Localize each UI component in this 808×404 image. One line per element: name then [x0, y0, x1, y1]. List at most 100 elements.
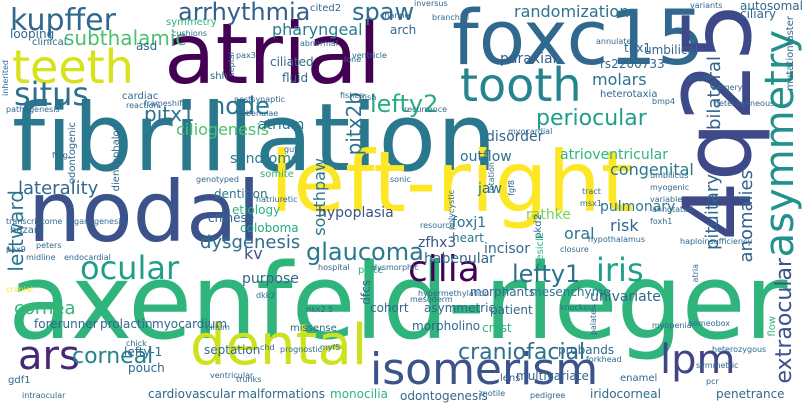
word-atrial: atrial [164, 5, 382, 103]
word-pulmonary: pulmonary [600, 199, 676, 215]
word-variable: variable [650, 195, 683, 204]
word-midline: midline [26, 253, 56, 262]
word-craniofacial: craniofacial [458, 340, 586, 365]
word-homeobox: homeobox [688, 319, 731, 328]
word-postsynaptic: postsynaptic [234, 95, 285, 104]
word-lefty2: lefty2 [370, 90, 439, 118]
word-zfhx3: zfhx3 [418, 235, 457, 251]
word-southpaw: southpaw [310, 158, 329, 236]
word-pedigree: pedigree [530, 391, 566, 400]
word-missense: missense [290, 323, 337, 334]
word-motile: motile [480, 389, 506, 398]
word-frog: frog [52, 151, 68, 160]
word-hazard: hazard [10, 225, 45, 236]
word-pharyngeal: pharyngeal [272, 20, 363, 39]
word-univariate: univariate [590, 289, 661, 305]
word-paraxial: paraxial [500, 51, 557, 67]
word-isomerism: isomerism [370, 344, 599, 395]
word-organogenesis: organogenesis [66, 217, 125, 226]
word-pitx2b: pitx2b [342, 92, 366, 156]
word-angle: angle [688, 73, 711, 82]
word-cardiac: cardiac [122, 91, 159, 102]
word-atrium: atrium [258, 117, 305, 133]
word-purpose: purpose [242, 271, 299, 287]
word-habenular: habenular [424, 251, 495, 267]
word-lens: lens [500, 373, 521, 384]
word-lone: lone [344, 55, 362, 64]
word-habenulae: habenulae [236, 109, 279, 118]
word-ciliary: ciliary [740, 7, 776, 21]
word-septal: septal [227, 52, 236, 77]
word-ventricle: ventricle [352, 51, 387, 60]
word-atria: atria [691, 264, 700, 283]
word-ocular: ocular [80, 249, 180, 287]
word-asd: asd [136, 39, 158, 53]
word-tbx1: tbx1 [624, 41, 652, 55]
word-glaucoma: glaucoma [306, 238, 424, 266]
word-genotyped: genotyped [196, 175, 239, 184]
word-malformations: malformations [238, 387, 325, 401]
word-cited2: cited2 [310, 3, 342, 14]
word-closure: closure [560, 245, 589, 254]
word-myocardial: myocardial [508, 127, 553, 136]
word-pitx1: pitx1 [144, 102, 195, 126]
word-somite: somite [260, 169, 294, 180]
word-flow: flow [767, 316, 778, 337]
word-pouch: pouch [128, 361, 165, 375]
word-endocardial: endocardial [64, 253, 111, 262]
word-septation: septation [204, 343, 261, 357]
word-morpholino: morpholino [412, 319, 481, 333]
word-annotated: annotated [652, 205, 694, 214]
word-ciliated: ciliated [270, 55, 314, 69]
word-arch: arch [390, 23, 417, 37]
word-left-right: left-right [270, 133, 634, 231]
word-penetrance: penetrance [716, 387, 785, 401]
word-heterotaxia: heterotaxia [600, 89, 658, 100]
word-ars: ars [18, 333, 80, 379]
word-polycystic: polycystic [447, 190, 456, 230]
word-nodal: nodal [28, 163, 261, 261]
word-myocardium: myocardium [152, 317, 228, 331]
word-trunks: trunks [236, 375, 262, 384]
word-laterality: laterality [18, 178, 99, 199]
word-shh: shh [210, 71, 228, 82]
word-corneal: corneal [72, 344, 154, 369]
word-patient: patient [490, 303, 533, 317]
word-rs2200733: rs2200733 [600, 57, 665, 71]
word-syndrome: syndrome [230, 151, 300, 167]
word-rotation: rotation [487, 162, 496, 194]
word-subthalamic: subthalamic [64, 26, 187, 50]
word-iris: iris [596, 251, 644, 289]
word-channel: channel [380, 11, 412, 20]
word-oral: oral [564, 224, 595, 243]
word-risk: risk [610, 216, 639, 235]
word-reaction: reaction [126, 101, 159, 110]
word-prolactin: prolactin [100, 317, 153, 331]
word-teeth: teeth [12, 40, 134, 94]
word-frameshift: frameshift [144, 99, 185, 108]
word-cushions: cushions [172, 29, 208, 38]
word-dkk2: dkk2 [256, 291, 276, 300]
word-anomalies: anomalies [736, 170, 757, 263]
word-transcriptome: transcriptome [6, 217, 63, 226]
word-branchial: branchial [432, 13, 470, 22]
word-variants: variants [690, 1, 723, 10]
word-msx1: msx1 [580, 199, 602, 208]
word-fluid: fluid [282, 71, 309, 85]
word-foxh1: foxh1 [650, 217, 673, 226]
word-chd: chd [260, 343, 275, 352]
word-recurrence: recurrence [404, 105, 448, 114]
word-cohort: cohort [370, 301, 409, 315]
word-ventricular: ventricular [210, 371, 254, 380]
word-dysmorphic: dysmorphic [372, 263, 419, 272]
word-axenfeld-rieger: axenfeld-rieger [8, 241, 787, 363]
word-abnormal: abnormal [300, 39, 339, 48]
word-monocilia: monocilia [330, 387, 388, 401]
word-dentition: dentition [214, 187, 268, 201]
word-plate: plate [358, 265, 384, 276]
word-bmp4: bmp4 [652, 97, 676, 106]
word-knockout: knockout [560, 303, 597, 312]
word-natriuretic: natriuretic [256, 195, 298, 204]
word-congenital: congenital [610, 160, 694, 179]
word-atrioventricular: atrioventricular [560, 147, 668, 163]
